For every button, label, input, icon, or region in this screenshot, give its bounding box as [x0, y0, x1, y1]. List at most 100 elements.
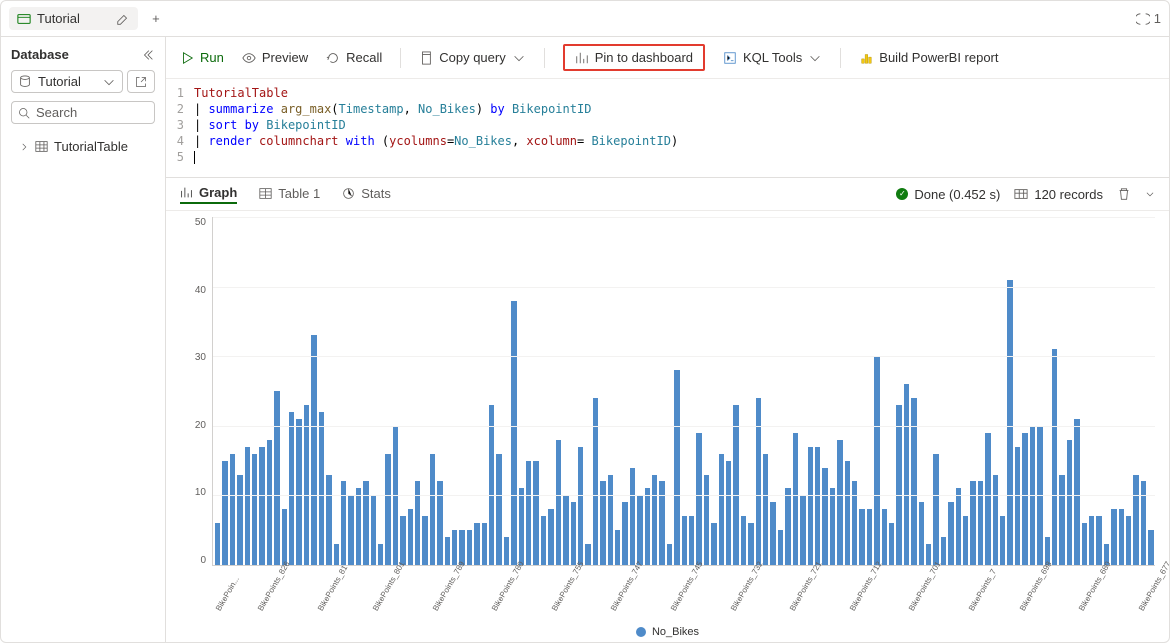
bar[interactable]	[778, 530, 783, 565]
bar[interactable]	[326, 475, 331, 565]
bar[interactable]	[889, 523, 894, 565]
bar[interactable]	[800, 495, 805, 565]
bar[interactable]	[496, 454, 501, 565]
bar[interactable]	[1059, 475, 1064, 565]
bar[interactable]	[252, 454, 257, 565]
bar[interactable]	[1119, 509, 1124, 565]
preview-button[interactable]: Preview	[242, 50, 308, 65]
bar[interactable]	[356, 488, 361, 565]
bar[interactable]	[348, 495, 353, 565]
bar[interactable]	[682, 516, 687, 565]
bar[interactable]	[230, 454, 235, 565]
bar[interactable]	[837, 440, 842, 565]
bar[interactable]	[282, 509, 287, 565]
bar[interactable]	[896, 405, 901, 565]
kql-tools-button[interactable]: KQL Tools	[723, 50, 822, 65]
bar[interactable]	[645, 488, 650, 565]
bar[interactable]	[593, 398, 598, 565]
bar[interactable]	[571, 502, 576, 565]
bar[interactable]	[756, 398, 761, 565]
bar[interactable]	[1015, 447, 1020, 565]
bar[interactable]	[845, 461, 850, 565]
bar[interactable]	[793, 433, 798, 565]
bar[interactable]	[1126, 516, 1131, 565]
tree-item-table[interactable]: TutorialTable	[11, 136, 155, 157]
search-input[interactable]: Search	[11, 101, 155, 124]
bar[interactable]	[785, 488, 790, 565]
bar[interactable]	[970, 481, 975, 565]
bar[interactable]	[859, 509, 864, 565]
bar[interactable]	[941, 537, 946, 565]
open-external-button[interactable]	[127, 70, 155, 93]
bar[interactable]	[1052, 349, 1057, 565]
bar[interactable]	[763, 454, 768, 565]
bar[interactable]	[296, 419, 301, 565]
bar[interactable]	[622, 502, 627, 565]
bar[interactable]	[1089, 516, 1094, 565]
bar[interactable]	[1007, 280, 1012, 565]
bar[interactable]	[667, 544, 672, 565]
bar[interactable]	[363, 481, 368, 565]
bar[interactable]	[245, 447, 250, 565]
bar[interactable]	[237, 475, 242, 565]
tab-graph[interactable]: Graph	[180, 185, 237, 204]
bar[interactable]	[289, 412, 294, 565]
bar[interactable]	[674, 370, 679, 565]
bar[interactable]	[874, 356, 879, 565]
bar[interactable]	[948, 502, 953, 565]
powerbi-button[interactable]: Build PowerBI report	[859, 50, 998, 65]
bar[interactable]	[259, 447, 264, 565]
bar[interactable]	[852, 481, 857, 565]
run-button[interactable]: Run	[180, 50, 224, 65]
database-selector[interactable]: Tutorial	[11, 70, 123, 93]
query-tab[interactable]: Tutorial	[9, 7, 138, 30]
bar[interactable]	[956, 488, 961, 565]
bar[interactable]	[911, 398, 916, 565]
pin-to-dashboard-button[interactable]: Pin to dashboard	[563, 44, 705, 71]
bar[interactable]	[630, 468, 635, 565]
bar[interactable]	[689, 516, 694, 565]
bar[interactable]	[600, 481, 605, 565]
bar[interactable]	[452, 530, 457, 565]
copy-query-button[interactable]: Copy query	[419, 50, 525, 65]
bar[interactable]	[511, 301, 516, 565]
bar[interactable]	[311, 335, 316, 565]
bar[interactable]	[704, 475, 709, 565]
bar[interactable]	[659, 481, 664, 565]
bar[interactable]	[711, 523, 716, 565]
tab-stats[interactable]: Stats	[342, 186, 391, 203]
bar[interactable]	[585, 544, 590, 565]
bar[interactable]	[319, 412, 324, 565]
bar[interactable]	[578, 447, 583, 565]
bar[interactable]	[637, 495, 642, 565]
bar[interactable]	[830, 488, 835, 565]
bar[interactable]	[334, 544, 339, 565]
bar[interactable]	[867, 509, 872, 565]
bar[interactable]	[919, 502, 924, 565]
bar[interactable]	[1067, 440, 1072, 565]
bar[interactable]	[526, 461, 531, 565]
bar[interactable]	[467, 530, 472, 565]
bar[interactable]	[408, 509, 413, 565]
bar[interactable]	[371, 495, 376, 565]
bar[interactable]	[274, 391, 279, 565]
delete-icon[interactable]	[1117, 187, 1131, 201]
bar[interactable]	[1141, 481, 1146, 565]
bar[interactable]	[726, 461, 731, 565]
bar[interactable]	[808, 447, 813, 565]
bar[interactable]	[615, 530, 620, 565]
bar[interactable]	[985, 433, 990, 565]
bar[interactable]	[563, 495, 568, 565]
bar[interactable]	[1111, 509, 1116, 565]
bar[interactable]	[437, 481, 442, 565]
edit-icon[interactable]	[116, 12, 130, 26]
chevron-down-icon[interactable]	[1145, 189, 1155, 199]
bar[interactable]	[1096, 516, 1101, 565]
bar[interactable]	[489, 405, 494, 565]
bar[interactable]	[993, 475, 998, 565]
bar[interactable]	[815, 447, 820, 565]
bar[interactable]	[304, 405, 309, 565]
bar[interactable]	[533, 461, 538, 565]
bar[interactable]	[719, 454, 724, 565]
bar[interactable]	[541, 516, 546, 565]
